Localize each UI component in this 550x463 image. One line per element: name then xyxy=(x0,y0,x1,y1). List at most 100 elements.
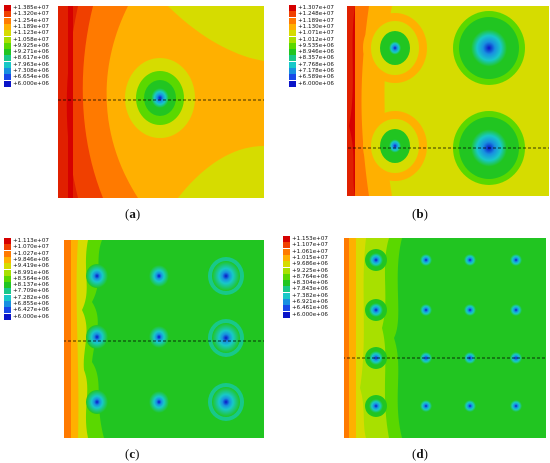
legend-swatch xyxy=(4,294,11,301)
legend-swatch xyxy=(289,80,296,87)
legend-swatch xyxy=(4,307,11,314)
legend-swatch xyxy=(4,74,11,81)
legend-label: +1.153e+07 xyxy=(292,236,328,242)
legend-label: +1.189e+07 xyxy=(298,17,334,24)
legend-label: +6.461e+06 xyxy=(292,305,328,312)
legend-swatch xyxy=(4,288,11,295)
panel-b: +1.307e+07 +1.248e+07 +1.189e+07 +1.130e+07… xyxy=(275,0,550,232)
legend-entry: +6.000e+06 xyxy=(4,80,49,87)
legend-entry: +1.189e+07 xyxy=(289,17,334,24)
legend-label: +8.991e+06 xyxy=(13,269,49,276)
legend-entry: +1.248e+07 xyxy=(289,11,334,18)
legend-swatch xyxy=(4,68,11,74)
legend-label: +1.012e+07 xyxy=(298,36,334,43)
legend-label: +6.427e+06 xyxy=(13,307,49,314)
legend-entry: +7.308e+06 xyxy=(4,68,49,74)
legend-entry: +9.846e+06 xyxy=(4,256,49,263)
legend-entry: +8.564e+06 xyxy=(4,275,49,282)
legend-swatch xyxy=(4,263,11,270)
legend-entry: +6.461e+06 xyxy=(283,305,328,312)
legend-swatch xyxy=(283,299,290,305)
legend-entry: +1.307e+07 xyxy=(289,5,334,11)
legend-entry: +1.027e+07 xyxy=(4,250,49,257)
panel-d: +1.153e+07 +1.107e+07 +1.061e+07 +1.015e+07… xyxy=(275,232,550,463)
legend-entry: +1.070e+07 xyxy=(4,244,49,251)
legend-swatch xyxy=(4,275,11,282)
legend-entry: +8.764e+06 xyxy=(283,273,328,280)
caption-d: (d) xyxy=(412,446,428,461)
legend-entry: +9.225e+06 xyxy=(283,267,328,274)
legend-entry: +6.855e+06 xyxy=(4,301,49,307)
legend-label: +1.027e+07 xyxy=(13,250,49,257)
legend-entry: +9.535e+06 xyxy=(289,42,334,49)
legend-entry: +1.061e+07 xyxy=(283,248,328,255)
legend-swatch xyxy=(289,30,296,37)
legend-label: +8.946e+06 xyxy=(298,49,334,56)
legend-swatch xyxy=(283,261,290,268)
legend-label: +6.000e+06 xyxy=(292,311,328,318)
legend-swatch xyxy=(4,5,11,11)
legend-swatch xyxy=(283,286,290,293)
legend-swatch xyxy=(4,301,11,307)
legend-entry: +6.000e+06 xyxy=(4,313,49,320)
legend-swatch xyxy=(4,269,11,276)
legend-label: +1.058e+07 xyxy=(13,36,49,43)
legend-label: +7.308e+06 xyxy=(13,68,49,74)
legend-entry: +8.991e+06 xyxy=(4,269,49,276)
legend-label: +9.535e+06 xyxy=(298,42,334,49)
legend-entry: +6.654e+06 xyxy=(4,74,49,81)
legend-label: +9.846e+06 xyxy=(13,256,49,263)
legend-entry: +7.963e+06 xyxy=(4,61,49,68)
legend-swatch xyxy=(283,292,290,299)
legend-label: +9.225e+06 xyxy=(292,267,328,274)
legend-swatch xyxy=(289,17,296,24)
legend-swatch xyxy=(289,42,296,49)
legend-entry: +1.153e+07 xyxy=(283,236,328,242)
legend-entry: +7.282e+06 xyxy=(4,294,49,301)
legend-label: +6.921e+06 xyxy=(292,299,328,305)
legend-label: +1.107e+07 xyxy=(292,242,328,249)
contour-plot-b xyxy=(347,6,549,196)
legend-swatch xyxy=(4,80,11,87)
legend-swatch xyxy=(289,23,296,30)
legend-label: +7.843e+06 xyxy=(292,286,328,293)
legend-swatch xyxy=(4,256,11,263)
legend-label: +1.061e+07 xyxy=(292,248,328,255)
legend-swatch xyxy=(283,280,290,287)
legend-entry: +1.058e+07 xyxy=(4,36,49,43)
legend-swatch xyxy=(4,36,11,43)
legend-swatch xyxy=(4,30,11,37)
legend-entry: +6.000e+06 xyxy=(283,311,328,318)
legend-swatch xyxy=(283,311,290,318)
legend-entry: +8.304e+06 xyxy=(283,280,328,287)
legend-entry: +1.130e+07 xyxy=(289,23,334,30)
legend-entry: +1.123e+07 xyxy=(4,30,49,37)
legend-entry: +6.000e+06 xyxy=(289,80,334,87)
legend-label: +1.254e+07 xyxy=(13,17,49,24)
legend-entry: +1.113e+07 xyxy=(4,238,49,244)
legend-swatch xyxy=(283,236,290,242)
legend-label: +1.071e+07 xyxy=(298,30,334,37)
legend-label: +9.419e+06 xyxy=(13,263,49,270)
legend-label: +1.130e+07 xyxy=(298,23,334,30)
legend-entry: +9.271e+06 xyxy=(4,49,49,56)
legend-label: +7.382e+06 xyxy=(292,292,328,299)
legend-swatch xyxy=(4,282,11,289)
legend-swatch xyxy=(4,244,11,251)
caption-c: (c) xyxy=(125,446,140,461)
legend-label: +1.123e+07 xyxy=(13,30,49,37)
legend-swatch xyxy=(4,61,11,68)
contour-plot-d xyxy=(344,238,546,438)
legend-swatch xyxy=(4,23,11,30)
legend-entry: +1.012e+07 xyxy=(289,36,334,43)
legend-label: +1.307e+07 xyxy=(298,5,334,11)
legend-label: +8.304e+06 xyxy=(292,280,328,287)
legend-label: +6.000e+06 xyxy=(13,80,49,87)
legend-label: +8.764e+06 xyxy=(292,273,328,280)
contour-plot-a xyxy=(58,6,264,198)
legend-label: +6.589e+06 xyxy=(298,74,334,81)
legend-swatch xyxy=(4,11,11,18)
legend-label: +7.768e+06 xyxy=(298,61,334,68)
legend-label: +6.000e+06 xyxy=(298,80,334,87)
legend-label: +8.564e+06 xyxy=(13,275,49,282)
